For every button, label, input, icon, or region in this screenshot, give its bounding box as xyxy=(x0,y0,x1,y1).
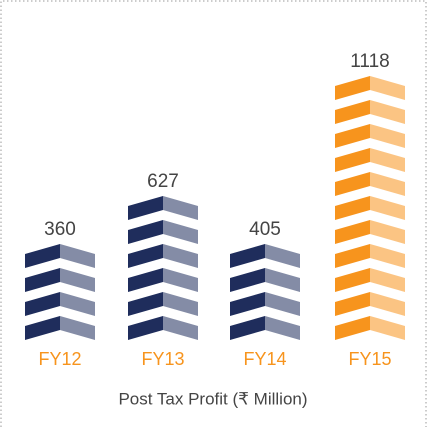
value-label: 405 xyxy=(249,219,281,240)
chevron-left xyxy=(335,220,370,244)
chevron-left xyxy=(335,196,370,220)
chevron-right xyxy=(163,316,198,340)
value-label: 1118 xyxy=(350,51,389,72)
chevron-left xyxy=(230,244,265,268)
bar xyxy=(230,244,300,340)
chevron-right xyxy=(370,148,405,172)
bar xyxy=(128,196,198,340)
chevron-right xyxy=(370,292,405,316)
bar xyxy=(335,76,405,340)
x-tick-label: FY15 xyxy=(348,349,391,369)
value-label: 627 xyxy=(147,171,179,192)
chevron-left xyxy=(128,292,163,316)
chevron-right xyxy=(370,268,405,292)
chevron-right xyxy=(370,220,405,244)
chevron-right xyxy=(370,100,405,124)
chevron-right xyxy=(60,292,95,316)
chevron-left xyxy=(128,220,163,244)
chevron-left xyxy=(25,292,60,316)
x-tick-label: FY14 xyxy=(243,349,286,369)
axis-title: Post Tax Profit (₹ Million) xyxy=(118,389,307,408)
x-tick-label: FY12 xyxy=(38,349,81,369)
chevron-right xyxy=(163,196,198,220)
chevron-right xyxy=(370,244,405,268)
chevron-left xyxy=(335,268,370,292)
chevron-right xyxy=(163,292,198,316)
chevron-left xyxy=(25,244,60,268)
chevron-left xyxy=(128,196,163,220)
chevron-right xyxy=(60,244,95,268)
chevron-left xyxy=(230,316,265,340)
value-label: 360 xyxy=(44,219,76,240)
chevron-right xyxy=(370,172,405,196)
chevron-right xyxy=(265,316,300,340)
chevron-left xyxy=(335,124,370,148)
chevron-left xyxy=(335,148,370,172)
chevron-left xyxy=(335,100,370,124)
chevron-left xyxy=(230,268,265,292)
chevron-right xyxy=(370,316,405,340)
chevron-right xyxy=(370,124,405,148)
chevron-left xyxy=(335,292,370,316)
chevron-left xyxy=(25,268,60,292)
bar xyxy=(25,244,95,340)
chevron-left xyxy=(230,292,265,316)
chevron-right xyxy=(163,244,198,268)
chevron-left xyxy=(128,316,163,340)
chevron-left xyxy=(335,244,370,268)
chevron-left xyxy=(128,244,163,268)
chevron-right xyxy=(265,244,300,268)
chevron-right xyxy=(265,268,300,292)
chevron-right xyxy=(60,268,95,292)
chevron-right xyxy=(163,268,198,292)
chevron-left xyxy=(335,316,370,340)
chevron-left xyxy=(335,172,370,196)
chevron-right xyxy=(370,196,405,220)
chevron-right xyxy=(370,76,405,100)
chevron-right xyxy=(163,220,198,244)
chevron-left xyxy=(25,316,60,340)
chevron-left xyxy=(128,268,163,292)
x-tick-label: FY13 xyxy=(141,349,184,369)
chevron-right xyxy=(265,292,300,316)
chevron-left xyxy=(335,76,370,100)
chevron-right xyxy=(60,316,95,340)
